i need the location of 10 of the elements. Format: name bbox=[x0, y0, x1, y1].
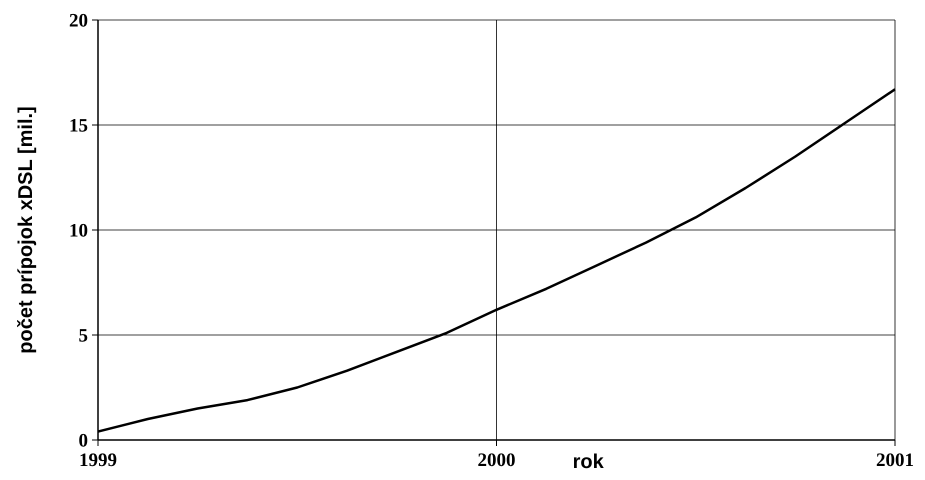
y-axis-title: počet prípojok xDSL [mil.] bbox=[15, 106, 37, 354]
y-tick-label: 10 bbox=[69, 220, 88, 242]
x-axis-title: rok bbox=[572, 451, 605, 473]
y-tick-label: 0 bbox=[78, 430, 88, 452]
y-tick-label: 15 bbox=[69, 116, 88, 137]
x-tick-label: 1999 bbox=[79, 450, 117, 471]
x-tick-label: 2001 bbox=[876, 450, 914, 471]
y-tick-label: 5 bbox=[78, 326, 88, 347]
x-tick-label: 2000 bbox=[478, 450, 516, 471]
y-tick-label: 20 bbox=[69, 10, 88, 32]
